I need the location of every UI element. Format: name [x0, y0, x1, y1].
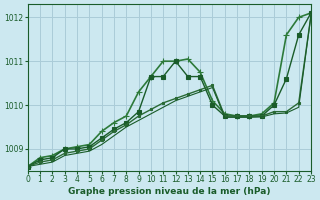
X-axis label: Graphe pression niveau de la mer (hPa): Graphe pression niveau de la mer (hPa): [68, 187, 271, 196]
